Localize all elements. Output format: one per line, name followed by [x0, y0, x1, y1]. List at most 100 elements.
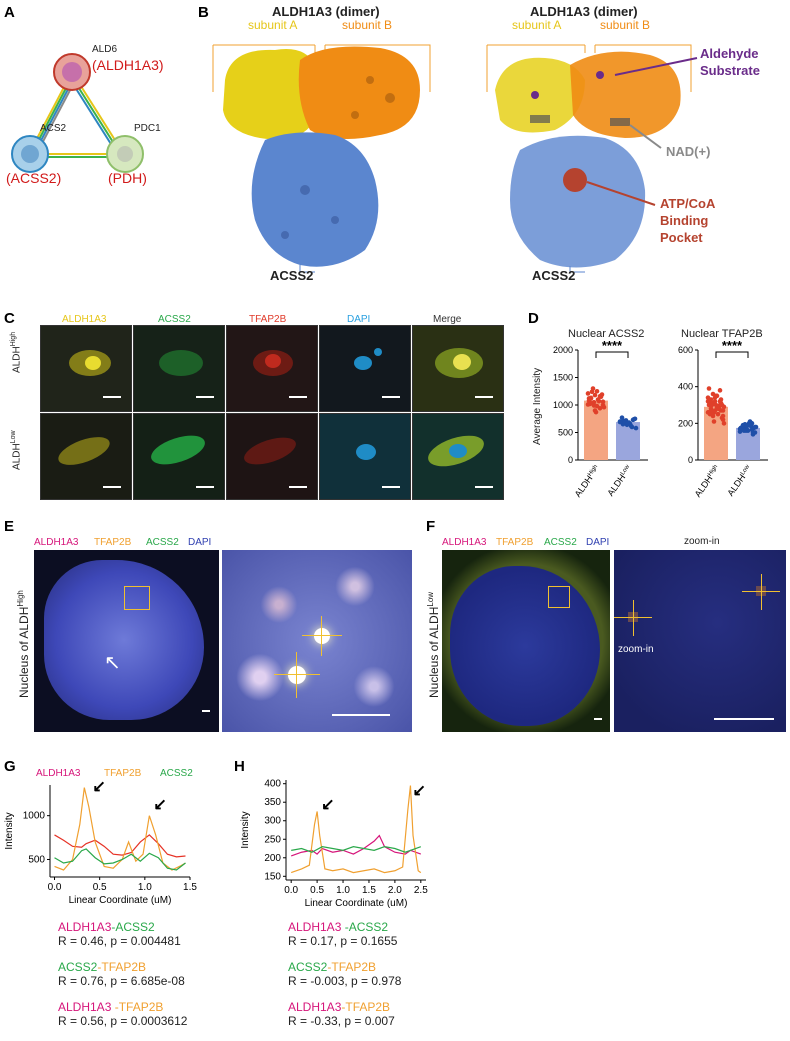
channel-label-tfap2b: TFAP2B — [249, 314, 287, 325]
series-line-acss2 — [54, 848, 186, 871]
y-tick-label: 150 — [264, 871, 281, 882]
atp-label-line3: Pocket — [660, 230, 703, 245]
stats-g-0: ALDH1A3-ACSS2 R = 0.46, p = 0.004481 — [58, 920, 181, 948]
stats-g-0-a: ALDH1A3 — [58, 920, 112, 934]
data-point — [589, 401, 595, 406]
data-point — [741, 428, 747, 433]
zoom-title-f: zoom-in — [684, 536, 720, 547]
stats-h-1-a: ACSS2 — [288, 960, 328, 974]
data-point — [715, 406, 721, 411]
stats-h-0-value: R = 0.17, p = 0.1655 — [288, 934, 398, 948]
channel-label-merge: Merge — [433, 314, 462, 325]
side-label-f-base: Nucleus of ALDH — [427, 606, 441, 698]
stats-g-0-b: ACSS2 — [115, 920, 155, 934]
stats-g-1: ACSS2-TFAP2B R = 0.76, p = 6.685e-08 — [58, 960, 185, 988]
micrograph-zoom-low: zoom-in — [614, 550, 786, 732]
x-tick-label: 0.0 — [48, 882, 62, 893]
data-point — [619, 415, 625, 420]
y-tick-label: 1500 — [553, 373, 573, 383]
data-point — [706, 402, 712, 408]
stats-g-2-sep: - — [111, 1000, 119, 1014]
data-point — [738, 425, 744, 431]
legend-e-dapi: DAPI — [188, 537, 212, 548]
stats-g-2-value: R = 0.56, p = 0.0003612 — [58, 1014, 188, 1028]
legend-f-dapi: DAPI — [586, 537, 610, 548]
side-label-f-sup: Low — [426, 591, 435, 607]
surface-structure — [212, 44, 431, 273]
arrow-icon: ↖ — [104, 652, 121, 674]
stats-h-1-sep: - — [327, 960, 332, 974]
micrograph-nucleus-low — [442, 550, 610, 732]
subunit-b-label-left: subunit B — [342, 18, 393, 32]
data-point — [592, 392, 598, 398]
stats-g-1-a: ACSS2 — [58, 960, 98, 974]
row-label-low: ALDHLow — [10, 430, 22, 470]
x-tick-label: 1.5 — [362, 885, 376, 896]
data-point — [706, 386, 712, 391]
data-point — [712, 395, 718, 400]
subunit-b-label-right: subunit B — [600, 18, 651, 32]
y-tick-label: 250 — [264, 834, 281, 845]
y-axis-label: Intensity — [240, 811, 251, 848]
y-tick-label: 500 — [28, 854, 45, 865]
atp-label-line2: Binding — [660, 213, 709, 228]
stats-g-2-b: TFAP2B — [118, 1000, 164, 1014]
x-tick-label: 2.0 — [388, 885, 402, 896]
node-alias-acss2: (ACSS2) — [6, 170, 62, 186]
panel-label-e: E — [4, 518, 15, 535]
x-category-label: ALDHLow — [725, 463, 754, 498]
zoom-inset-label-f: zoom-in — [618, 644, 654, 655]
chart-line-profile-low: 0.0 0.5 1.0 1.5 2.0 2.5 150 200 250 300 350 400 Line… — [240, 779, 428, 909]
panel-label-g: G — [4, 758, 16, 775]
data-point — [737, 429, 743, 434]
stats-g-1-value: R = 0.76, p = 6.685e-08 — [58, 974, 185, 988]
data-point — [631, 417, 637, 422]
data-point — [585, 391, 591, 396]
panel-label-b: B — [198, 4, 209, 21]
acss2-label-right: ACSS2 — [532, 268, 576, 283]
stats-h-0-sep: - — [341, 920, 349, 934]
data-point — [633, 425, 639, 431]
stats-g-0-sep: - — [111, 920, 116, 934]
legend-e-tfap2b: TFAP2B — [94, 537, 132, 548]
y-axis-label: Intensity — [4, 812, 15, 849]
y-tick-label: 350 — [264, 797, 281, 808]
side-label-e-base: Nucleus of ALDH — [17, 606, 31, 698]
node-pdc1 — [106, 135, 144, 173]
data-point — [709, 411, 715, 417]
stats-g-1-sep: - — [97, 960, 102, 974]
data-point — [720, 417, 726, 422]
stats-h-2-value: R = -0.33, p = 0.007 — [288, 1014, 395, 1028]
x-tick-label: 1.0 — [336, 885, 350, 896]
data-point — [715, 411, 721, 417]
stats-h-0: ALDH1A3 -ACSS2 R = 0.17, p = 0.1655 — [288, 920, 397, 948]
row-label-high-base: ALDH — [11, 346, 23, 373]
data-point — [750, 430, 756, 435]
nad-label: NAD(+) — [666, 144, 711, 159]
structure-title-left: ALDH1A3 (dimer) — [272, 4, 380, 19]
panel-label-d: D — [528, 310, 539, 327]
data-point — [586, 396, 592, 401]
atp-label-line1: ATP/CoA — [660, 196, 716, 211]
ribbon-structure — [486, 44, 698, 273]
data-point — [705, 410, 711, 415]
chart-line-profile-high: 0.0 0.5 1.0 1.5 500 1000 Linear Coordinate (uM… — [4, 779, 197, 906]
y-tick-label: 0 — [568, 455, 573, 465]
data-point — [752, 424, 758, 430]
data-point — [718, 400, 724, 406]
significance-bracket — [715, 351, 749, 358]
chart-d2-title: Nuclear TFAP2B — [681, 328, 763, 340]
stats-h-2-a: ALDH1A3 — [288, 1000, 342, 1014]
data-point — [717, 388, 723, 393]
significance-label: **** — [602, 340, 623, 353]
x-tick-label: 1.5 — [183, 882, 197, 893]
y-tick-label: 400 — [264, 779, 281, 790]
series-line-tfap2b — [290, 785, 422, 874]
node-label-pdc1: PDC1 — [134, 123, 161, 134]
micrograph-low-aldh1a3 — [40, 413, 132, 500]
legend-f-acss2: ACSS2 — [544, 537, 577, 548]
data-point — [597, 406, 603, 411]
row-label-low-sup: Low — [10, 430, 17, 444]
